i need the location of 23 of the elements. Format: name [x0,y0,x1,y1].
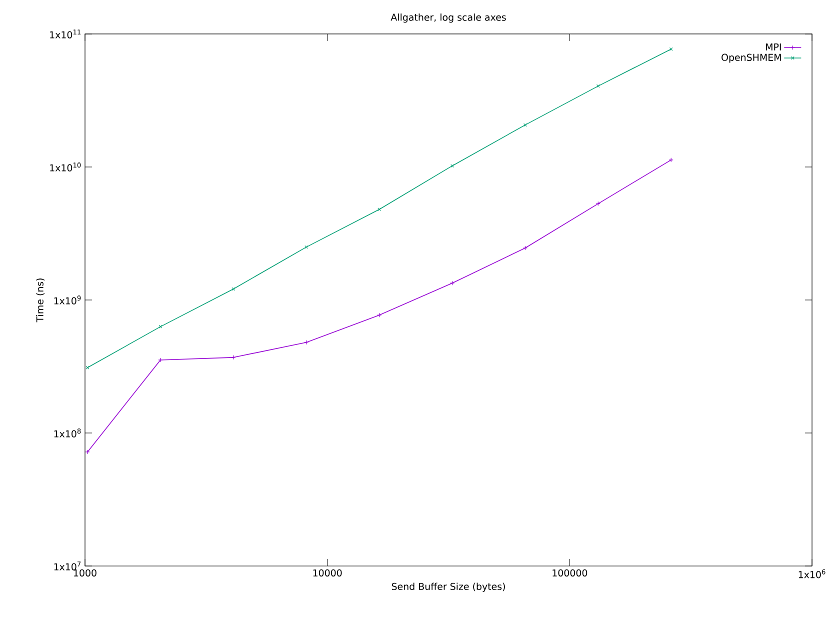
point [596,84,600,88]
point [304,245,308,249]
point [232,287,236,291]
legend-label: OpenSHMEM [722,54,781,63]
legend-label: MPI [766,43,781,50]
y-axis-title: Time (ns) [36,278,45,322]
x-tick-label: 10000 [313,569,342,577]
point [378,208,382,212]
point [158,358,163,362]
x-tick-label: 1x10$^{6}$ [798,569,826,578]
y-tick-label: 1x10$^{10}$ [50,162,81,172]
x-tick-label: 100000 [552,569,588,577]
y-tick-label: 1x10$^{7}$ [54,562,81,570]
point [158,324,162,328]
y-tick-label: 1x10$^{9}$ [54,296,81,304]
point [522,246,528,250]
x-axis-title: Send Buffer Size (bytes) [392,582,505,592]
point [524,123,527,127]
y-tick-label: 1x10$^{8}$ [54,428,81,438]
y-tick-label: 1x10$^{11}$ [50,30,81,38]
point [450,164,454,168]
chart-title: Allgather, log scale axes [390,13,506,23]
x-tick-label: 1000 [74,569,96,577]
